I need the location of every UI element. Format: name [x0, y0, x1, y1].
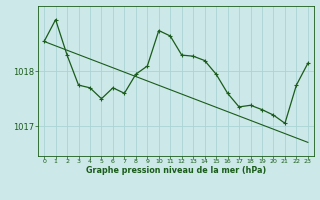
- X-axis label: Graphe pression niveau de la mer (hPa): Graphe pression niveau de la mer (hPa): [86, 166, 266, 175]
